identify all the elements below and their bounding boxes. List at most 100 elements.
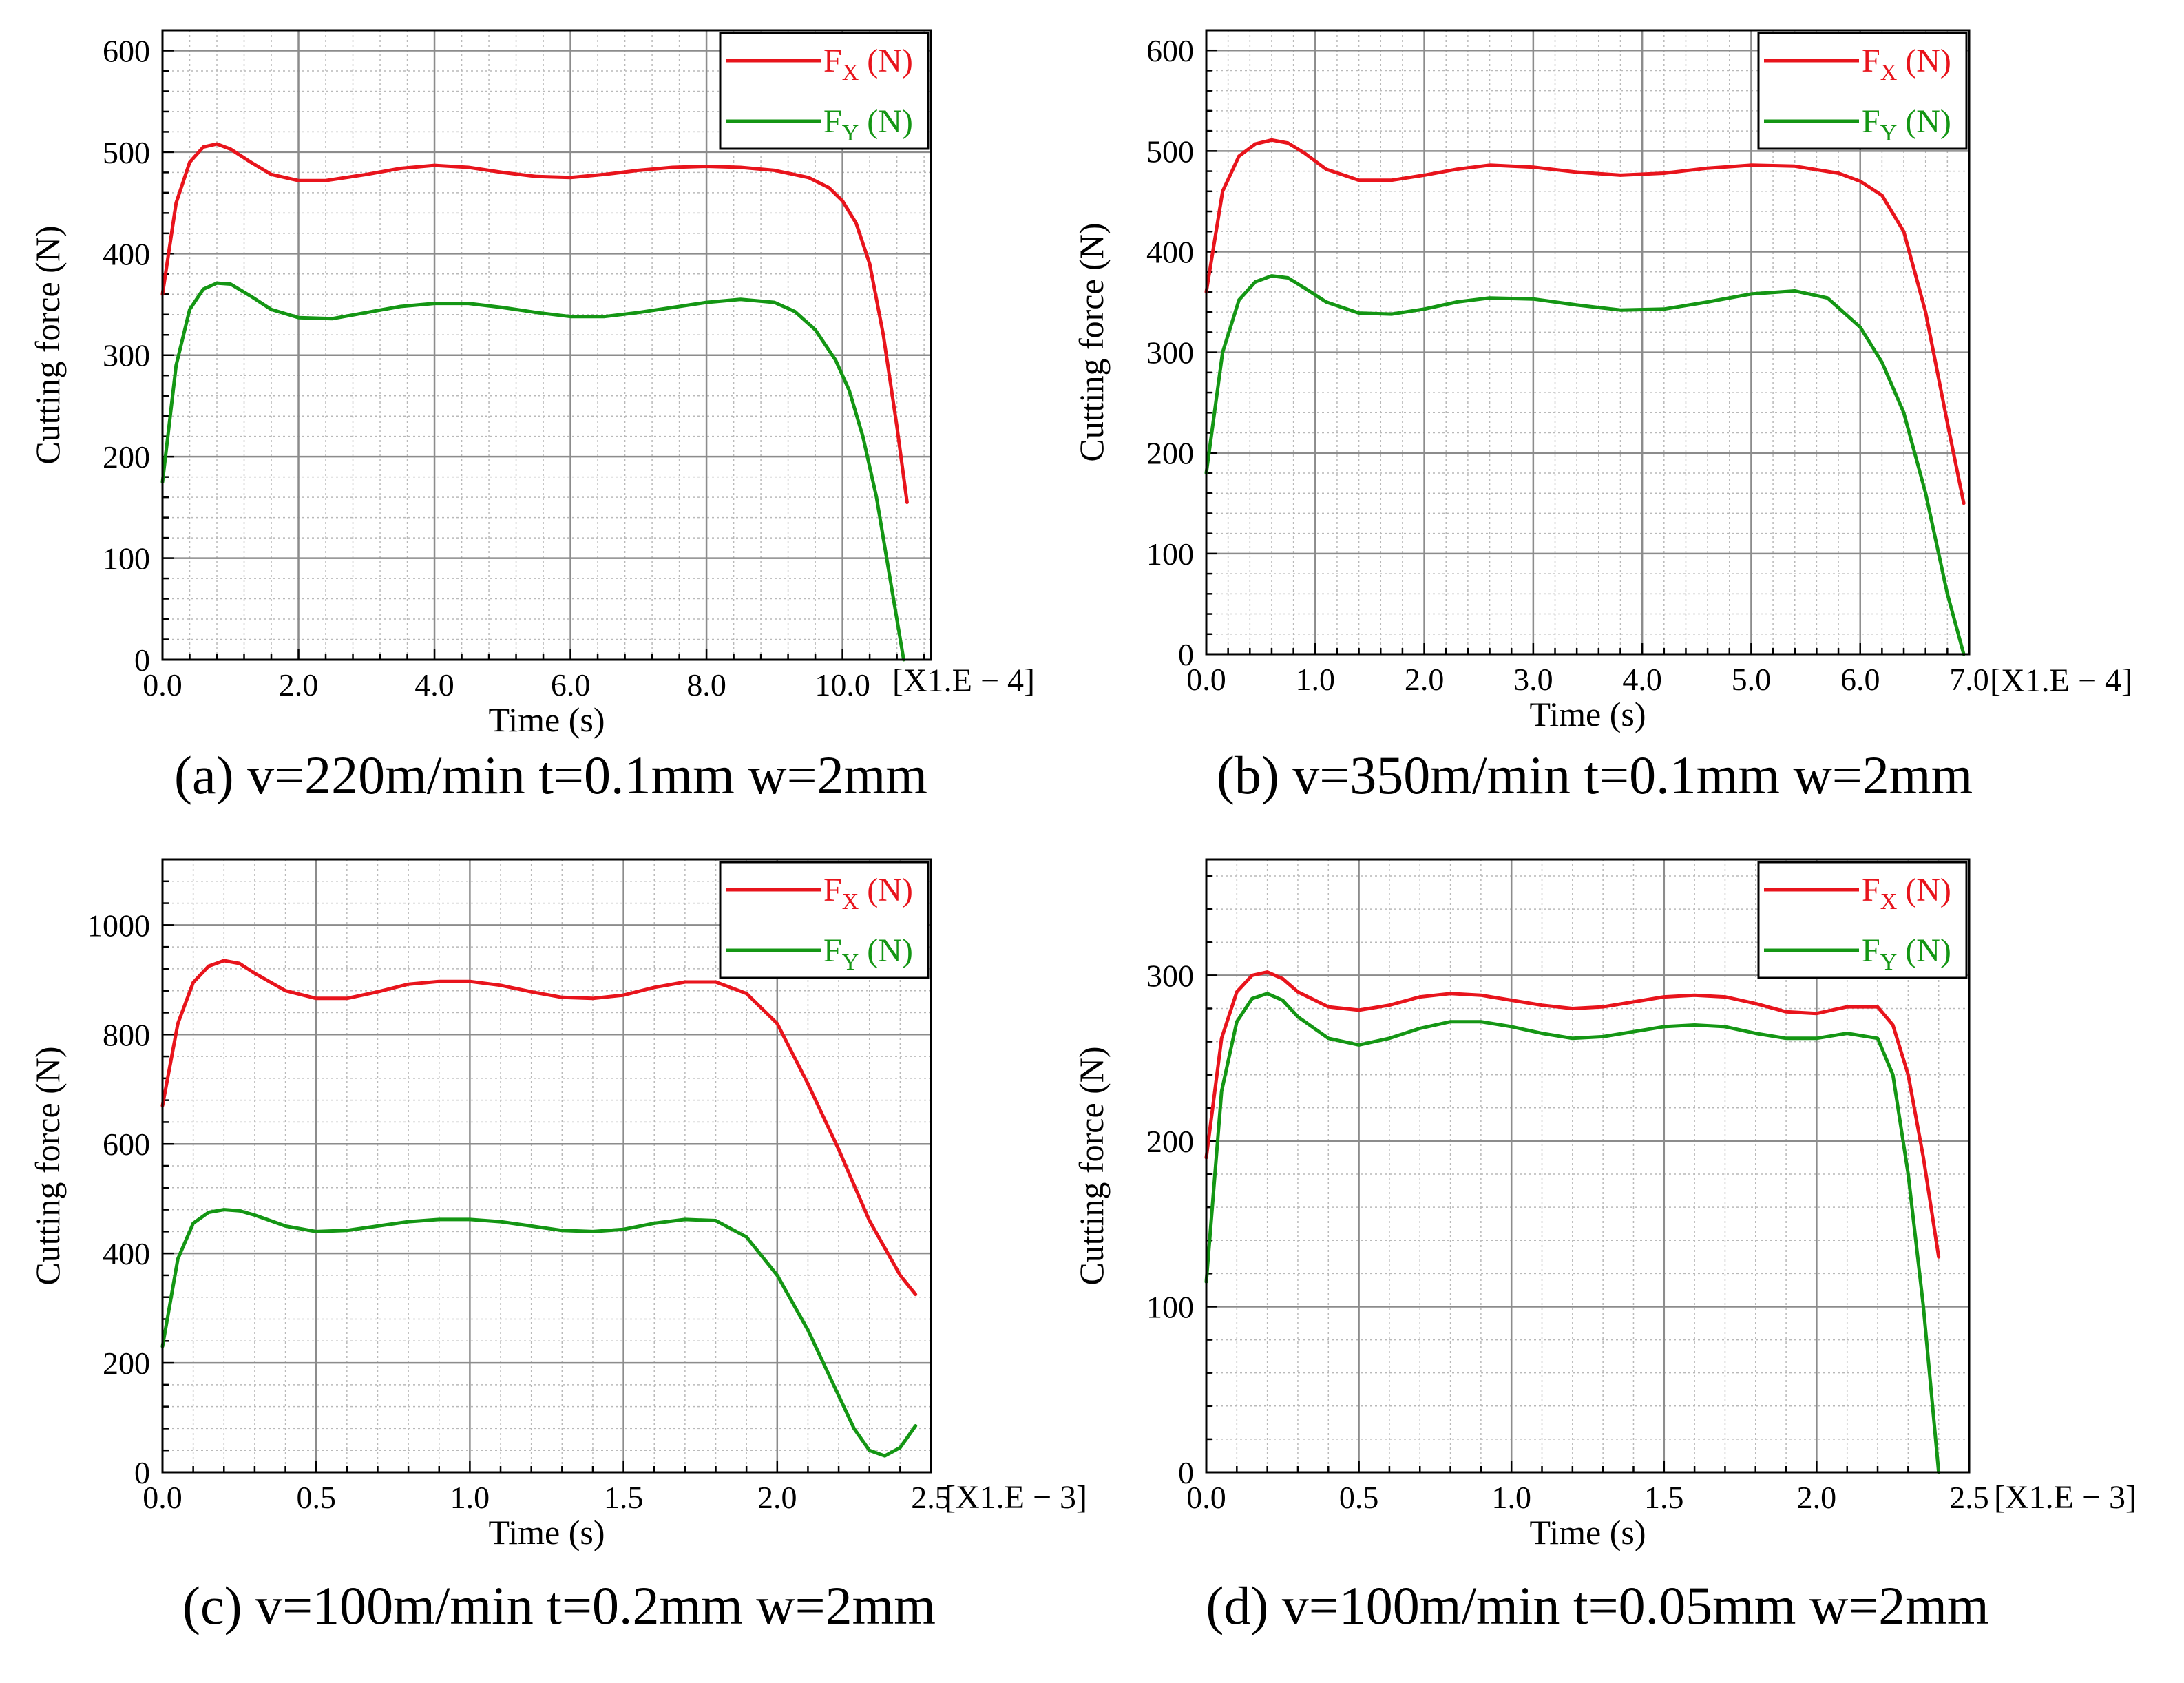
x-tick-label: 2.0 (279, 667, 319, 702)
legend-label-sub: Y (1880, 121, 1898, 146)
legend-label-unit: (N) (1897, 43, 1951, 79)
legend-label-sub: X (842, 60, 859, 85)
x-tick-label: 4.0 (414, 667, 454, 702)
y-tick-label: 0 (134, 642, 150, 678)
x-scale-label: [X1.E − 4] (892, 662, 1035, 699)
panel-caption: (d) v=100m/min t=0.05mm w=2mm (1206, 1576, 1988, 1635)
series-line-fy (160, 1208, 918, 1458)
legend-label-fy: FY (N) (823, 103, 913, 146)
legend-label-fx: FX (N) (1862, 43, 1951, 85)
y-tick-label: 300 (103, 338, 150, 373)
x-tick-label: 3.0 (1513, 662, 1553, 697)
plot-frame (161, 29, 932, 661)
y-tick-label: 300 (1146, 958, 1194, 993)
x-tick-label: 2.0 (757, 1480, 797, 1515)
x-tick-label: 2.5 (1949, 1480, 1989, 1515)
x-tick-label: 0.5 (1339, 1480, 1379, 1515)
legend: FX (N)F Y (N) (1757, 32, 1968, 150)
legend-label-main: F (1862, 872, 1880, 908)
x-tick-label: 10.0 (815, 667, 870, 702)
legend-box (1757, 32, 1968, 150)
panel-caption: (a) v=220m/min t=0.1mm w=2mm (174, 745, 927, 805)
legend-label-fx: FX (N) (823, 43, 913, 85)
y-axis-label: Cutting force (N) (1072, 222, 1111, 461)
y-tick-label: 400 (1146, 234, 1194, 269)
y-tick-label: 600 (103, 33, 150, 68)
x-tick-label: 0.5 (296, 1480, 336, 1515)
legend-label-fx: FX (N) (823, 872, 913, 914)
y-tick-label: 400 (103, 1236, 150, 1271)
legend-box (719, 861, 930, 979)
legend-label-unit: (N) (859, 872, 913, 908)
y-tick-label: 0 (1178, 637, 1194, 672)
x-tick-label: 1.0 (1491, 1480, 1531, 1515)
legend-label-sub: Y (1880, 950, 1898, 975)
y-tick-label: 800 (103, 1017, 150, 1052)
grid-lines (162, 30, 931, 660)
x-tick-label: 0.0 (143, 667, 182, 702)
x-tick-label: 0.0 (1186, 1480, 1226, 1515)
x-tick-label: 8.0 (686, 667, 726, 702)
grid-lines (1206, 30, 1969, 654)
chart-panel-a: 0.0 2.0 4.0 6.0 8.0 10.0 0 100 200 300 400 500 600 [X… (28, 29, 1035, 805)
x-tick-label: 1.5 (604, 1480, 644, 1515)
x-tick-label: 0.0 (1186, 662, 1226, 697)
plot-frame (161, 858, 932, 1474)
legend-label-sub: X (1880, 889, 1898, 914)
chart-panel-b: 0.0 1.0 2.0 3.0 4.0 5.0 6.0 7.0 0 100 200 300 400 500… (1072, 29, 2132, 805)
y-tick-label: 500 (103, 135, 150, 170)
legend-label-sub: X (842, 889, 859, 914)
x-tick-label: 1.0 (450, 1480, 490, 1515)
legend-label-fx: FX (N) (1862, 872, 1951, 914)
series-line-fx (160, 142, 909, 504)
legend-label-main: F (823, 932, 842, 969)
legend-label-main: F (823, 103, 842, 140)
y-tick-label: 600 (103, 1127, 150, 1162)
x-tick-label: 2.0 (1797, 1480, 1837, 1515)
series-line-fy (1204, 274, 1966, 656)
y-tick-label: 100 (1146, 536, 1194, 572)
y-tick-label: 0 (134, 1455, 150, 1490)
y-tick-label: 200 (1146, 1124, 1194, 1159)
x-axis-label: Time (s) (1529, 1513, 1646, 1551)
y-tick-label: 400 (103, 236, 150, 271)
x-tick-label: 2.0 (1405, 662, 1445, 697)
y-tick-label: 100 (103, 541, 150, 576)
x-tick-label: 5.0 (1732, 662, 1772, 697)
x-tick-label: 7.0 (1949, 662, 1989, 697)
chart-panel-c: 0.0 0.5 1.0 1.5 2.0 2.5 0 200 400 600 800 1000 [X1.E… (28, 858, 1087, 1635)
x-tick-label: 1.5 (1644, 1480, 1684, 1515)
x-tick-label: 0.0 (143, 1480, 182, 1515)
legend-label-main: F (1862, 43, 1880, 79)
legend-box (1757, 861, 1968, 979)
y-tick-label: 100 (1146, 1289, 1194, 1324)
x-scale-label: [X1.E − 3] (945, 1479, 1087, 1516)
legend: FX (N)FY (N) (719, 861, 930, 979)
legend-label-sub: X (1880, 60, 1898, 85)
x-tick-label: 6.0 (1840, 662, 1880, 697)
legend-label-fy: FY (N) (1862, 932, 1951, 975)
y-tick-label: 200 (1146, 436, 1194, 471)
series-line-fy (160, 281, 905, 662)
y-axis-label: Cutting force (N) (28, 1046, 67, 1285)
legend: FX (N) FY (N) (1757, 861, 1968, 979)
legend: FX (N) FY (N) (719, 32, 930, 150)
x-axis-label: Time (s) (488, 700, 605, 739)
legend-label-unit: (N) (859, 43, 913, 79)
y-axis-label: Cutting force (N) (28, 225, 67, 464)
legend-label-fy: FY (N) (823, 932, 913, 975)
y-tick-label: 1000 (87, 908, 150, 943)
series-line-fy (1204, 992, 1941, 1474)
panel-caption: (b) v=350m/min t=0.1mm w=2mm (1217, 745, 1973, 805)
legend-label-sub: Y (842, 950, 859, 975)
legend-label-unit: (N) (1897, 103, 1951, 140)
panel-caption: (c) v=100m/min t=0.2mm w=2mm (182, 1576, 936, 1635)
plot-frame (1205, 858, 1971, 1474)
series-line-fx (1204, 970, 1941, 1259)
chart-panel-d: 0.0 0.5 1.0 1.5 2.0 2.5 0 100 200 300 [X1.E − 3] Ti… (1072, 858, 2136, 1635)
legend-label-unit: (N) (859, 932, 913, 969)
y-tick-label: 600 (1146, 33, 1194, 68)
legend-label-main: F (823, 43, 842, 79)
x-tick-label: 6.0 (551, 667, 591, 702)
